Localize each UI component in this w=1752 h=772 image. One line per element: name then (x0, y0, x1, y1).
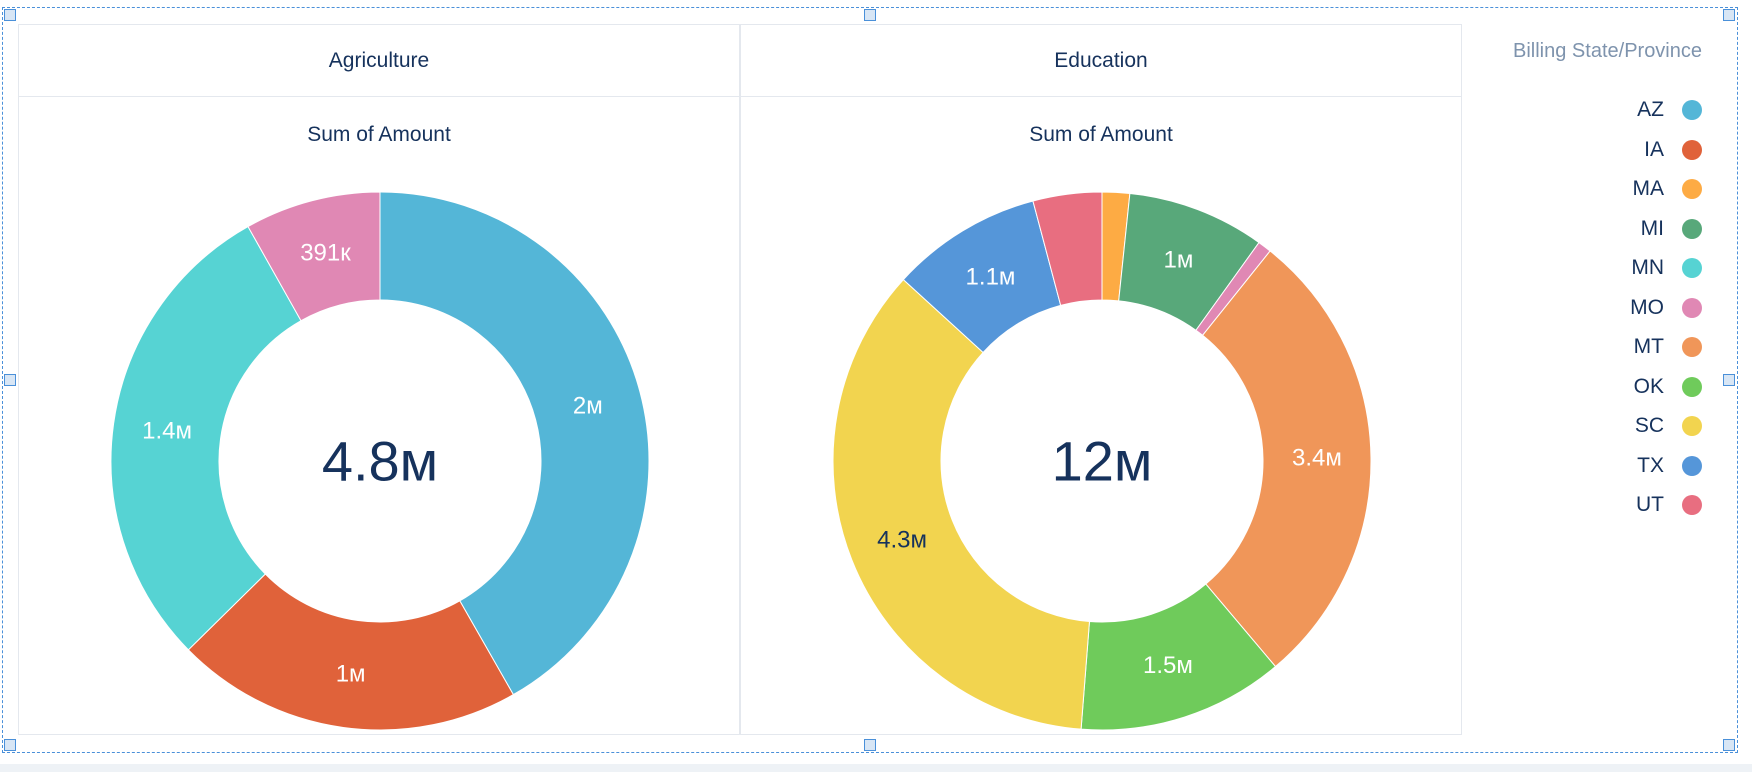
resize-handle-bottom-right[interactable] (1723, 739, 1735, 751)
resize-handle-middle-left[interactable] (4, 374, 16, 386)
bottom-strip (0, 764, 1752, 772)
legend-swatch (1682, 179, 1702, 199)
donut-chart-agriculture: 2м 1м 1.4м 391к 4.8м (110, 191, 650, 731)
resize-handle-top-center[interactable] (864, 9, 876, 21)
donut-total-label: 12м (1052, 430, 1153, 493)
panel-title: Education (741, 25, 1461, 97)
chart-panel-agriculture: Agriculture Sum of Amount 2м 1м 1.4м 391к 4.… (18, 24, 740, 735)
legend-item-mt[interactable]: MT (1634, 335, 1702, 359)
donut-total-label: 4.8м (322, 430, 438, 493)
legend-item-label: AZ (1637, 98, 1664, 121)
slice-mt[interactable] (1201, 250, 1372, 668)
legend-swatch (1682, 258, 1702, 278)
legend-item-label: OK (1633, 374, 1664, 398)
slice-label-mi: 1м (1164, 247, 1194, 274)
resize-handle-middle-right[interactable] (1723, 374, 1735, 386)
slice-label-ok: 1.5м (1143, 652, 1193, 679)
legend-item-label: TX (1637, 453, 1664, 477)
legend-swatch (1682, 416, 1702, 436)
legend-item-label: MN (1631, 256, 1664, 279)
legend-item-ok[interactable]: OK (1634, 375, 1702, 399)
legend-item-ma[interactable]: MA (1632, 177, 1702, 201)
legend-item-sc[interactable]: SC (1635, 414, 1702, 438)
legend-item-mn[interactable]: MN (1631, 256, 1702, 280)
slice-label-az: 2м (573, 392, 603, 419)
legend-swatch (1682, 218, 1702, 239)
legend-swatch (1682, 455, 1702, 476)
slice-sc[interactable] (832, 278, 1091, 730)
legend-item-tx[interactable]: TX (1637, 454, 1702, 478)
slice-ia[interactable] (187, 573, 515, 731)
slice-label-sc: 4.3м (877, 527, 927, 554)
measure-label: Sum of Amount (1029, 123, 1173, 146)
legend-item-mo[interactable]: MO (1630, 296, 1702, 320)
panel-title: Agriculture (19, 25, 739, 97)
legend-item-label: SC (1634, 414, 1664, 437)
slice-az[interactable] (379, 191, 650, 696)
legend-item-label: MA (1632, 177, 1665, 200)
slice-ut[interactable] (1032, 191, 1103, 307)
chart-panel-education: Education Sum of Amount 1м 3.4м 1.5м 4.3м 1.… (740, 24, 1462, 735)
selection-frame (2, 7, 1738, 753)
legend-item-mi[interactable]: MI (1641, 217, 1702, 241)
legend-item-label: MT (1633, 335, 1664, 358)
resize-handle-top-right[interactable] (1723, 9, 1735, 21)
legend-item-label: UT (1636, 493, 1664, 516)
legend-item-ia[interactable]: IA (1644, 138, 1702, 162)
measure-label: Sum of Amount (307, 123, 451, 146)
slice-mo[interactable] (247, 191, 381, 322)
legend-title: Billing State/Province (1513, 40, 1702, 62)
legend-item-ut[interactable]: UT (1636, 493, 1702, 517)
legend-item-label: MI (1640, 216, 1664, 240)
slice-label-tx: 1.1м (966, 264, 1016, 291)
donut-chart-education: 1м 3.4м 1.5м 4.3м 1.1м 12м (832, 191, 1372, 731)
legend-item-label: IA (1644, 137, 1664, 161)
slice-label-ia: 1м (336, 660, 366, 687)
legend-swatch (1682, 297, 1702, 318)
slice-label-mn: 1.4м (142, 417, 192, 444)
legend-item-label: MO (1630, 295, 1664, 319)
resize-handle-bottom-center[interactable] (864, 739, 876, 751)
legend-swatch (1682, 139, 1702, 160)
legend-swatch (1682, 376, 1702, 397)
slice-label-mt: 3.4м (1292, 445, 1342, 472)
legend-swatch (1682, 495, 1702, 515)
resize-handle-top-left[interactable] (4, 9, 16, 21)
legend-swatch (1682, 100, 1702, 120)
legend-item-az[interactable]: AZ (1637, 98, 1702, 122)
legend-swatch (1682, 337, 1702, 357)
resize-handle-bottom-left[interactable] (4, 739, 16, 751)
slice-label-mo: 391к (300, 240, 351, 267)
slice-mn[interactable] (110, 225, 302, 651)
